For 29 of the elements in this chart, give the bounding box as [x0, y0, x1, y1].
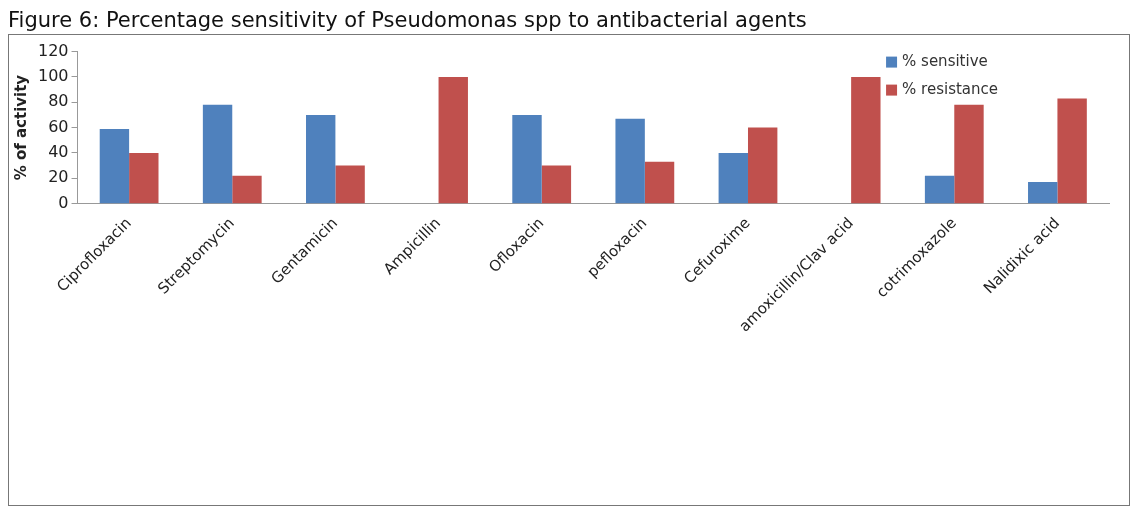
y-tick-label: 120	[37, 40, 69, 60]
bar	[718, 152, 748, 204]
bar	[129, 152, 159, 204]
bar	[924, 175, 955, 204]
y-axis-title: % of activity	[11, 74, 30, 181]
bar	[438, 76, 468, 204]
y-tick-label: 60	[48, 116, 69, 136]
bar	[335, 165, 365, 204]
bar	[306, 114, 336, 204]
bar	[1028, 182, 1058, 204]
y-tick-label: 100	[37, 66, 69, 86]
bar	[202, 104, 233, 204]
legend-label: % resistance	[902, 80, 999, 99]
bar	[954, 104, 984, 204]
bar	[747, 127, 778, 204]
bar	[541, 165, 572, 204]
y-tick-label: 80	[48, 91, 69, 111]
bar	[512, 114, 542, 204]
bar	[99, 128, 130, 204]
y-tick-label: 0	[58, 192, 69, 212]
y-tick-label: 20	[48, 167, 69, 187]
legend-label: % sensitive	[902, 52, 988, 71]
bar	[644, 161, 675, 204]
y-tick-label: 40	[48, 142, 69, 162]
bar	[1057, 98, 1087, 204]
chart-title: Figure 6: Percentage sensitivity of Pseudomonas spp to antibacterial agents	[8, 8, 808, 32]
bar	[232, 175, 262, 204]
bar	[615, 118, 645, 204]
bar	[851, 76, 881, 204]
